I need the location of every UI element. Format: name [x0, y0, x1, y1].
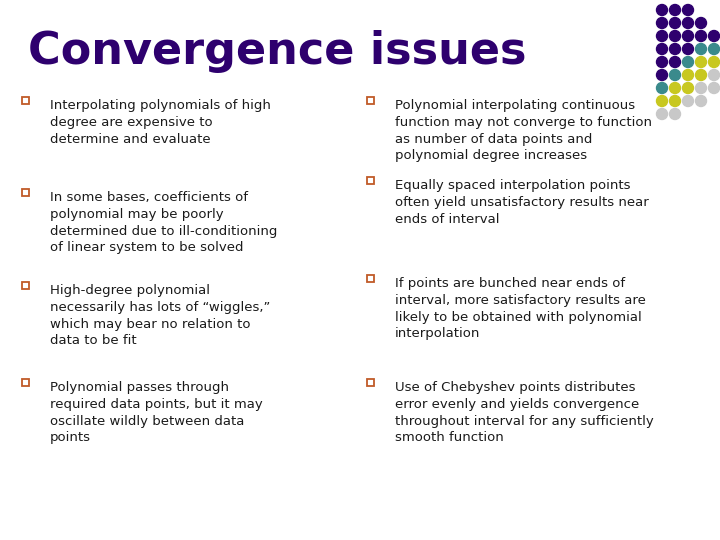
Circle shape	[696, 57, 706, 68]
Circle shape	[708, 57, 719, 68]
Circle shape	[683, 83, 693, 93]
FancyBboxPatch shape	[22, 97, 29, 104]
Text: Equally spaced interpolation points
often yield unsatisfactory results near
ends: Equally spaced interpolation points ofte…	[395, 179, 649, 226]
Circle shape	[696, 44, 706, 55]
Circle shape	[683, 30, 693, 42]
Circle shape	[696, 96, 706, 106]
Circle shape	[670, 44, 680, 55]
Circle shape	[683, 96, 693, 106]
Circle shape	[657, 30, 667, 42]
Text: Convergence issues: Convergence issues	[28, 30, 526, 73]
Circle shape	[657, 57, 667, 68]
Circle shape	[696, 17, 706, 29]
Text: Interpolating polynomials of high
degree are expensive to
determine and evaluate: Interpolating polynomials of high degree…	[50, 99, 271, 146]
FancyBboxPatch shape	[366, 274, 374, 281]
Circle shape	[683, 57, 693, 68]
Circle shape	[670, 17, 680, 29]
Circle shape	[708, 83, 719, 93]
FancyBboxPatch shape	[22, 379, 29, 386]
Text: Polynomial interpolating continuous
function may not converge to function
as num: Polynomial interpolating continuous func…	[395, 99, 652, 163]
FancyBboxPatch shape	[366, 177, 374, 184]
Circle shape	[670, 96, 680, 106]
Circle shape	[683, 17, 693, 29]
Circle shape	[670, 83, 680, 93]
Text: Use of Chebyshev points distributes
error evenly and yields convergence
througho: Use of Chebyshev points distributes erro…	[395, 381, 654, 444]
Circle shape	[708, 70, 719, 80]
Circle shape	[657, 83, 667, 93]
FancyBboxPatch shape	[22, 188, 29, 195]
Circle shape	[708, 44, 719, 55]
Circle shape	[670, 4, 680, 16]
FancyBboxPatch shape	[22, 281, 29, 288]
Circle shape	[657, 44, 667, 55]
Circle shape	[708, 30, 719, 42]
Circle shape	[696, 30, 706, 42]
Circle shape	[683, 70, 693, 80]
Circle shape	[670, 30, 680, 42]
Circle shape	[683, 44, 693, 55]
Circle shape	[683, 4, 693, 16]
FancyBboxPatch shape	[366, 97, 374, 104]
Text: High-degree polynomial
necessarily has lots of “wiggles,”
which may bear no rela: High-degree polynomial necessarily has l…	[50, 284, 271, 347]
Circle shape	[657, 17, 667, 29]
Circle shape	[657, 96, 667, 106]
Circle shape	[696, 83, 706, 93]
Text: In some bases, coefficients of
polynomial may be poorly
determined due to ill-co: In some bases, coefficients of polynomia…	[50, 191, 277, 254]
Circle shape	[670, 57, 680, 68]
Text: Polynomial passes through
required data points, but it may
oscillate wildly betw: Polynomial passes through required data …	[50, 381, 263, 444]
Circle shape	[670, 109, 680, 119]
Circle shape	[696, 70, 706, 80]
Circle shape	[657, 70, 667, 80]
FancyBboxPatch shape	[366, 379, 374, 386]
Circle shape	[670, 70, 680, 80]
Text: If points are bunched near ends of
interval, more satisfactory results are
likel: If points are bunched near ends of inter…	[395, 277, 646, 340]
Circle shape	[657, 109, 667, 119]
Circle shape	[657, 4, 667, 16]
